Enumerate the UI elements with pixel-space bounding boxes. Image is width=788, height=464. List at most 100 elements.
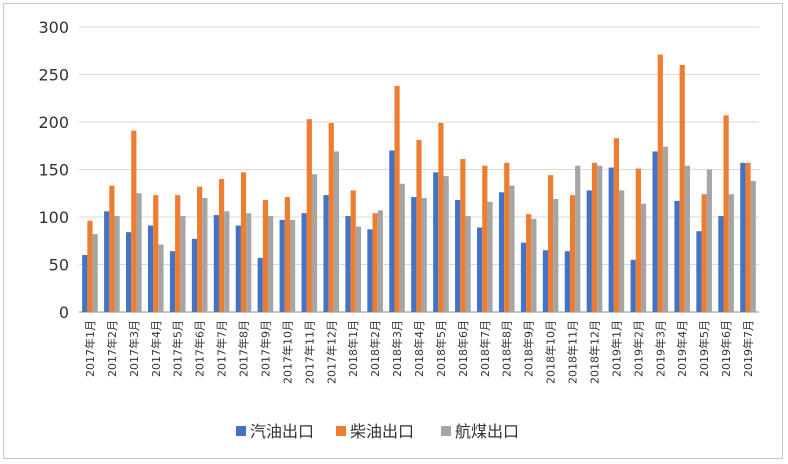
x-tick-label: 2017年2月 bbox=[105, 320, 119, 377]
bar bbox=[526, 214, 532, 312]
bar bbox=[158, 244, 164, 312]
bar bbox=[389, 150, 395, 312]
x-tick-label: 2018年1月 bbox=[346, 320, 360, 377]
bar bbox=[586, 190, 592, 312]
bar bbox=[301, 213, 307, 312]
y-tick-label: 0 bbox=[59, 303, 69, 322]
y-tick-label: 250 bbox=[38, 66, 69, 85]
bar bbox=[740, 162, 746, 312]
bar bbox=[520, 242, 527, 312]
bar bbox=[213, 215, 219, 312]
bars bbox=[82, 54, 756, 313]
legend-swatch bbox=[441, 426, 451, 436]
bar bbox=[257, 257, 263, 312]
x-tick-label: 2018年11月 bbox=[566, 320, 580, 384]
bar bbox=[411, 197, 417, 312]
bar bbox=[701, 194, 707, 312]
bar bbox=[109, 185, 115, 312]
bar bbox=[224, 211, 230, 312]
bar bbox=[438, 122, 444, 312]
bar bbox=[333, 151, 340, 312]
bar bbox=[640, 203, 647, 312]
legend-label: 汽油出口 bbox=[250, 422, 314, 441]
bar bbox=[465, 216, 471, 312]
bar bbox=[696, 231, 702, 312]
x-tick-label: 2017年1月 bbox=[83, 320, 97, 377]
x-tick-label: 2018年2月 bbox=[368, 320, 382, 377]
bar bbox=[684, 165, 691, 312]
bar bbox=[482, 165, 488, 312]
x-tick-label: 2019年4月 bbox=[675, 320, 689, 377]
x-tick-label: 2018年8月 bbox=[500, 320, 514, 377]
bar bbox=[416, 140, 422, 312]
x-tick-label: 2017年7月 bbox=[215, 320, 229, 377]
bar bbox=[367, 229, 373, 312]
bar bbox=[240, 172, 247, 312]
bar bbox=[674, 200, 680, 312]
bar bbox=[613, 138, 620, 312]
y-tick-label: 50 bbox=[49, 256, 69, 275]
bar bbox=[553, 198, 559, 312]
x-tick-label: 2018年4月 bbox=[412, 320, 426, 377]
y-tick-label: 300 bbox=[38, 18, 69, 37]
bar bbox=[662, 146, 669, 312]
bar bbox=[131, 130, 137, 312]
bar bbox=[262, 199, 269, 312]
x-tick-label: 2018年9月 bbox=[522, 320, 536, 377]
legend-label: 柴油出口 bbox=[350, 422, 414, 441]
x-tick-label: 2017年11月 bbox=[302, 320, 316, 384]
bar bbox=[153, 195, 159, 312]
bar bbox=[372, 213, 378, 312]
bar bbox=[311, 174, 318, 312]
bar bbox=[350, 190, 356, 312]
bar bbox=[180, 216, 186, 312]
bar bbox=[745, 162, 751, 312]
bar bbox=[421, 198, 427, 312]
bar bbox=[328, 122, 334, 312]
bar bbox=[509, 185, 515, 312]
bar bbox=[706, 169, 712, 312]
x-tick-label: 2019年7月 bbox=[741, 320, 755, 377]
bar bbox=[569, 195, 576, 312]
x-tick-label: 2018年7月 bbox=[478, 320, 492, 377]
x-tick-label: 2018年12月 bbox=[587, 320, 601, 384]
bar bbox=[377, 210, 383, 312]
x-tick-label: 2017年4月 bbox=[149, 320, 163, 377]
bar bbox=[487, 201, 493, 312]
x-tick-label: 2017年6月 bbox=[193, 320, 207, 377]
bar bbox=[597, 165, 603, 312]
bar bbox=[136, 193, 142, 312]
bar bbox=[218, 179, 225, 312]
bar bbox=[175, 195, 181, 312]
x-tick-label: 2017年5月 bbox=[171, 320, 185, 377]
bar bbox=[575, 165, 581, 312]
x-tick-label: 2019年2月 bbox=[631, 320, 645, 377]
bar bbox=[289, 219, 296, 312]
bar bbox=[548, 175, 554, 312]
bar bbox=[284, 197, 290, 312]
legend-swatch bbox=[236, 426, 246, 436]
x-tick-label: 2018年10月 bbox=[544, 320, 558, 384]
bar bbox=[723, 115, 729, 312]
bar bbox=[92, 234, 98, 312]
x-tick-label: 2018年3月 bbox=[390, 320, 404, 377]
x-axis-ticks: 2017年1月 2017年2月 2017年3月 2017年4月 2017年5月 2017年… bbox=[83, 320, 755, 384]
bar bbox=[460, 159, 466, 312]
bar bbox=[477, 227, 483, 312]
bar bbox=[630, 259, 636, 312]
bar bbox=[531, 218, 537, 312]
legend-label: 航煤出口 bbox=[455, 422, 519, 441]
bar bbox=[147, 225, 154, 312]
bar bbox=[246, 213, 252, 312]
bar bbox=[197, 186, 203, 312]
bar bbox=[619, 190, 625, 312]
legend: 汽油出口 柴油出口 航煤出口 bbox=[236, 422, 519, 441]
bar bbox=[104, 211, 110, 312]
x-tick-label: 2018年5月 bbox=[434, 320, 448, 377]
x-tick-label: 2019年5月 bbox=[697, 320, 711, 377]
bar bbox=[608, 167, 614, 312]
bar bbox=[728, 194, 734, 312]
bar bbox=[345, 216, 351, 312]
bar bbox=[718, 216, 724, 312]
x-tick-label: 2019年6月 bbox=[719, 320, 733, 377]
